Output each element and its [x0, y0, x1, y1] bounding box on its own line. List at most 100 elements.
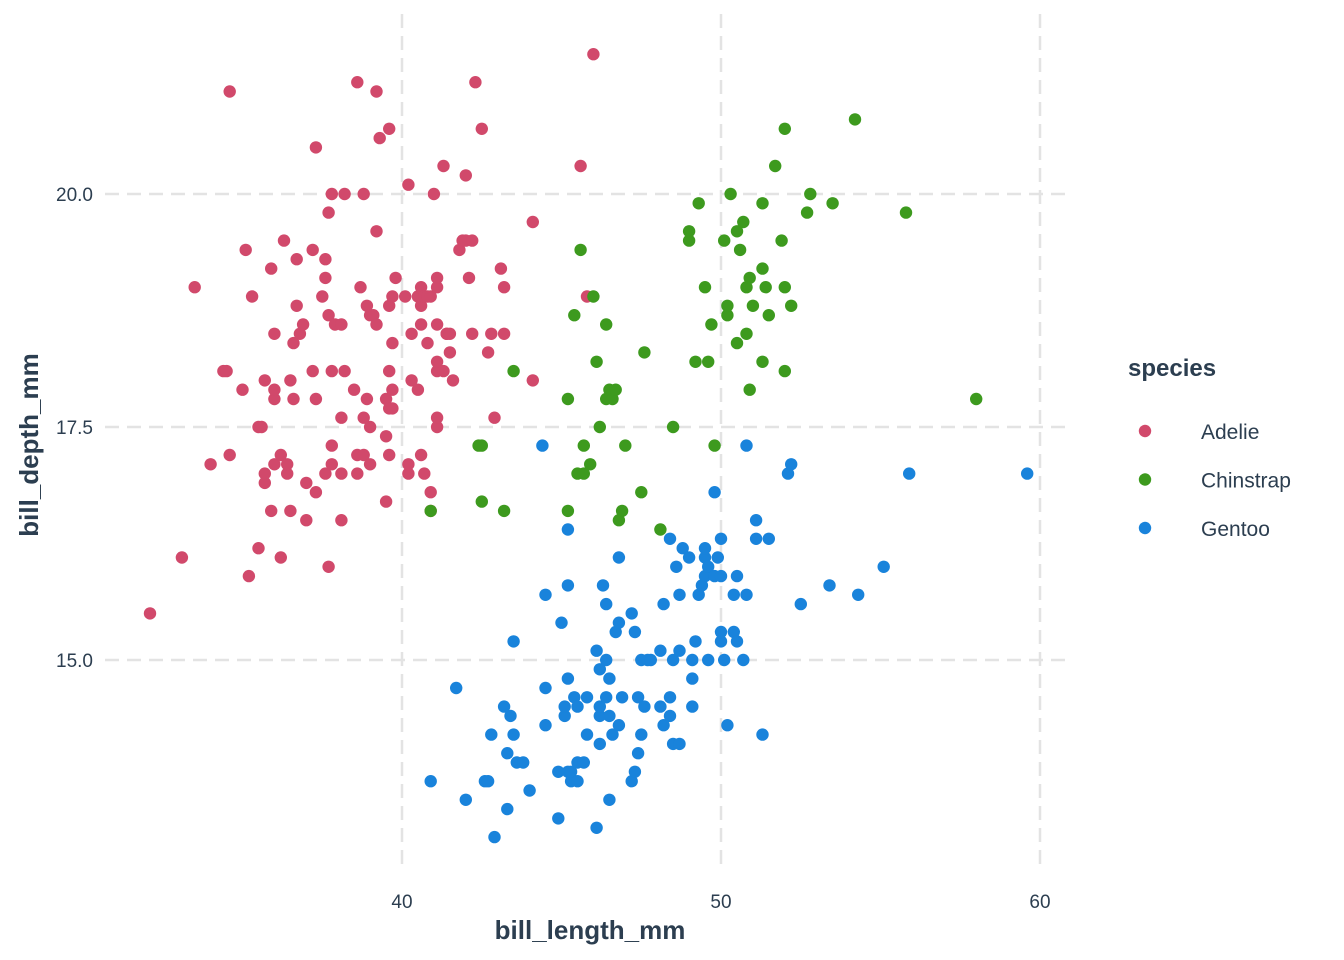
data-point-adelie: [430, 420, 444, 434]
data-point-chinstrap: [577, 439, 590, 452]
data-point-adelie: [274, 551, 287, 564]
data-point-chinstrap: [785, 299, 798, 312]
data-point-chinstrap: [635, 486, 648, 499]
data-point-chinstrap: [756, 355, 769, 368]
data-point-gentoo: [603, 709, 616, 723]
data-point-gentoo: [762, 532, 775, 545]
data-point-chinstrap: [424, 504, 437, 518]
data-point-gentoo: [695, 579, 709, 592]
data-point-gentoo: [625, 607, 638, 620]
legend-label: Gentoo: [1201, 518, 1270, 541]
data-point-gentoo: [580, 691, 594, 704]
data-point-adelie: [239, 243, 252, 257]
data-point-adelie: [386, 383, 399, 396]
data-point-adelie: [188, 281, 201, 294]
legend-label: Chinstrap: [1201, 470, 1291, 493]
data-point-adelie: [443, 327, 457, 340]
data-point-adelie: [497, 327, 511, 340]
data-point-gentoo: [450, 681, 463, 695]
data-point-adelie: [287, 392, 300, 406]
data-point-gentoo: [714, 625, 728, 639]
data-point-adelie: [338, 364, 351, 378]
data-point-adelie: [469, 76, 482, 89]
data-point-adelie: [290, 253, 303, 266]
data-point-adelie: [363, 420, 377, 434]
data-point-chinstrap: [743, 271, 756, 285]
data-point-adelie: [370, 225, 383, 238]
data-point-adelie: [414, 299, 428, 312]
data-point-gentoo: [590, 644, 603, 657]
data-point-adelie: [351, 76, 364, 89]
data-point-gentoo: [552, 812, 565, 825]
data-point-gentoo: [756, 728, 769, 741]
data-point-adelie: [322, 206, 335, 219]
data-point-adelie: [485, 327, 498, 340]
data-point-gentoo: [481, 775, 495, 788]
data-point-adelie: [430, 355, 444, 368]
data-point-chinstrap: [826, 197, 839, 210]
data-point-gentoo: [612, 616, 626, 629]
data-point-gentoo: [558, 700, 571, 713]
data-point-adelie: [335, 318, 348, 331]
y-tick-label: 17.5: [56, 418, 93, 439]
data-point-adelie: [574, 159, 587, 173]
data-point-chinstrap: [497, 504, 511, 518]
data-point-gentoo: [571, 775, 584, 788]
data-point-adelie: [223, 448, 236, 462]
data-point-adelie: [258, 467, 271, 480]
data-point-chinstrap: [609, 383, 622, 396]
data-point-adelie: [526, 215, 539, 229]
data-point-adelie: [443, 346, 457, 359]
data-point-gentoo: [561, 672, 575, 685]
data-point-adelie: [379, 392, 393, 406]
data-point-adelie: [430, 318, 444, 331]
data-point-gentoo: [501, 747, 514, 760]
data-point-adelie: [319, 271, 332, 285]
data-point-adelie: [370, 85, 383, 98]
data-point-gentoo: [561, 579, 575, 592]
data-point-gentoo: [485, 728, 498, 741]
data-point-adelie: [587, 48, 600, 61]
data-point-gentoo: [596, 579, 610, 592]
legend-items: Adelie Chinstrap Gentoo: [1138, 421, 1291, 541]
data-point-gentoo: [571, 700, 584, 713]
data-point-chinstrap: [756, 197, 769, 210]
data-point-adelie: [204, 458, 217, 471]
data-point-gentoo: [635, 728, 648, 741]
data-point-chinstrap: [612, 514, 626, 527]
x-tick-label: 50: [710, 892, 731, 913]
data-point-chinstrap: [654, 523, 667, 536]
data-point-gentoo: [749, 532, 763, 545]
data-point-gentoo: [628, 765, 642, 778]
data-point-adelie: [488, 411, 501, 424]
data-point-adelie: [252, 542, 265, 555]
data-point-adelie: [325, 439, 338, 452]
data-point-adelie: [437, 159, 450, 173]
data-point-chinstrap: [606, 392, 619, 406]
data-point-gentoo: [501, 802, 514, 816]
data-point-chinstrap: [590, 355, 603, 368]
data-point-adelie: [268, 327, 281, 340]
data-point-gentoo: [539, 681, 552, 695]
data-point-adelie: [322, 309, 335, 322]
data-point-gentoo: [877, 560, 890, 573]
data-point-gentoo: [631, 747, 645, 760]
data-point-gentoo: [536, 439, 549, 452]
data-point-gentoo: [424, 775, 437, 788]
data-point-adelie: [255, 420, 268, 434]
data-point-adelie: [437, 364, 450, 378]
data-point-gentoo: [558, 709, 571, 723]
data-point-gentoo: [517, 756, 530, 769]
data-point-chinstrap: [778, 364, 791, 378]
data-point-adelie: [424, 486, 437, 499]
data-point-chinstrap: [730, 225, 744, 238]
data-points: [143, 48, 1034, 844]
x-axis-ticks: 40 50 60: [391, 892, 1050, 913]
data-point-gentoo: [523, 784, 536, 797]
data-point-gentoo: [698, 542, 712, 555]
data-point-adelie: [399, 290, 412, 303]
data-point-chinstrap: [721, 299, 734, 312]
data-point-adelie: [296, 318, 310, 331]
data-point-adelie: [338, 187, 351, 201]
data-point-chinstrap: [759, 281, 772, 294]
